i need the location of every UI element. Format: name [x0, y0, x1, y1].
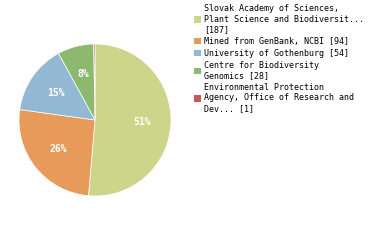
- Legend: Slovak Academy of Sciences,
Plant Science and Biodiversit...
[187], Mined from G: Slovak Academy of Sciences, Plant Scienc…: [194, 4, 364, 113]
- Wedge shape: [59, 44, 95, 120]
- Text: 15%: 15%: [48, 88, 65, 98]
- Wedge shape: [89, 44, 171, 196]
- Text: 51%: 51%: [133, 117, 151, 127]
- Wedge shape: [20, 53, 95, 120]
- Wedge shape: [94, 44, 95, 120]
- Text: 26%: 26%: [49, 144, 67, 154]
- Wedge shape: [19, 109, 95, 196]
- Text: 8%: 8%: [77, 69, 89, 79]
